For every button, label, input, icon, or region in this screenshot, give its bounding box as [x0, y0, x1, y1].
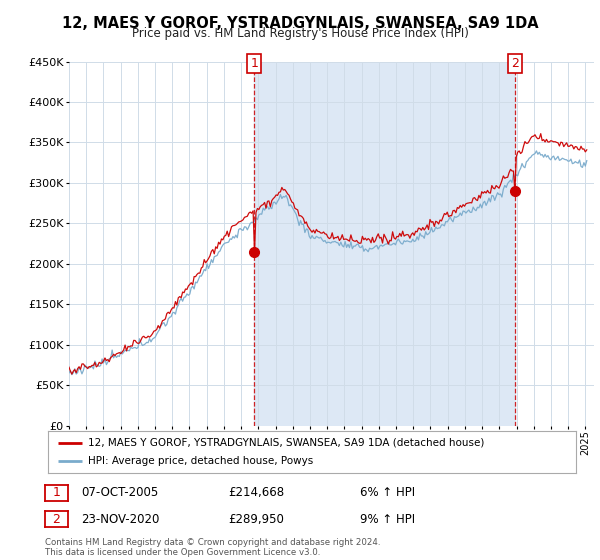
Text: 2: 2	[52, 512, 61, 526]
Text: 1: 1	[250, 57, 259, 69]
Text: Contains HM Land Registry data © Crown copyright and database right 2024.
This d: Contains HM Land Registry data © Crown c…	[45, 538, 380, 557]
Text: £214,668: £214,668	[228, 486, 284, 500]
Text: 2: 2	[511, 57, 519, 69]
Text: 6% ↑ HPI: 6% ↑ HPI	[360, 486, 415, 500]
Text: HPI: Average price, detached house, Powys: HPI: Average price, detached house, Powy…	[88, 456, 313, 466]
Text: 12, MAES Y GOROF, YSTRADGYNLAIS, SWANSEA, SA9 1DA (detached house): 12, MAES Y GOROF, YSTRADGYNLAIS, SWANSEA…	[88, 438, 484, 448]
Text: 9% ↑ HPI: 9% ↑ HPI	[360, 512, 415, 526]
Text: Price paid vs. HM Land Registry's House Price Index (HPI): Price paid vs. HM Land Registry's House …	[131, 27, 469, 40]
Bar	[254, 62, 515, 426]
Text: 1: 1	[52, 486, 61, 500]
Text: 12, MAES Y GOROF, YSTRADGYNLAIS, SWANSEA, SA9 1DA: 12, MAES Y GOROF, YSTRADGYNLAIS, SWANSEA…	[62, 16, 538, 31]
Text: £289,950: £289,950	[228, 512, 284, 526]
Text: 23-NOV-2020: 23-NOV-2020	[81, 512, 160, 526]
Text: 07-OCT-2005: 07-OCT-2005	[81, 486, 158, 500]
